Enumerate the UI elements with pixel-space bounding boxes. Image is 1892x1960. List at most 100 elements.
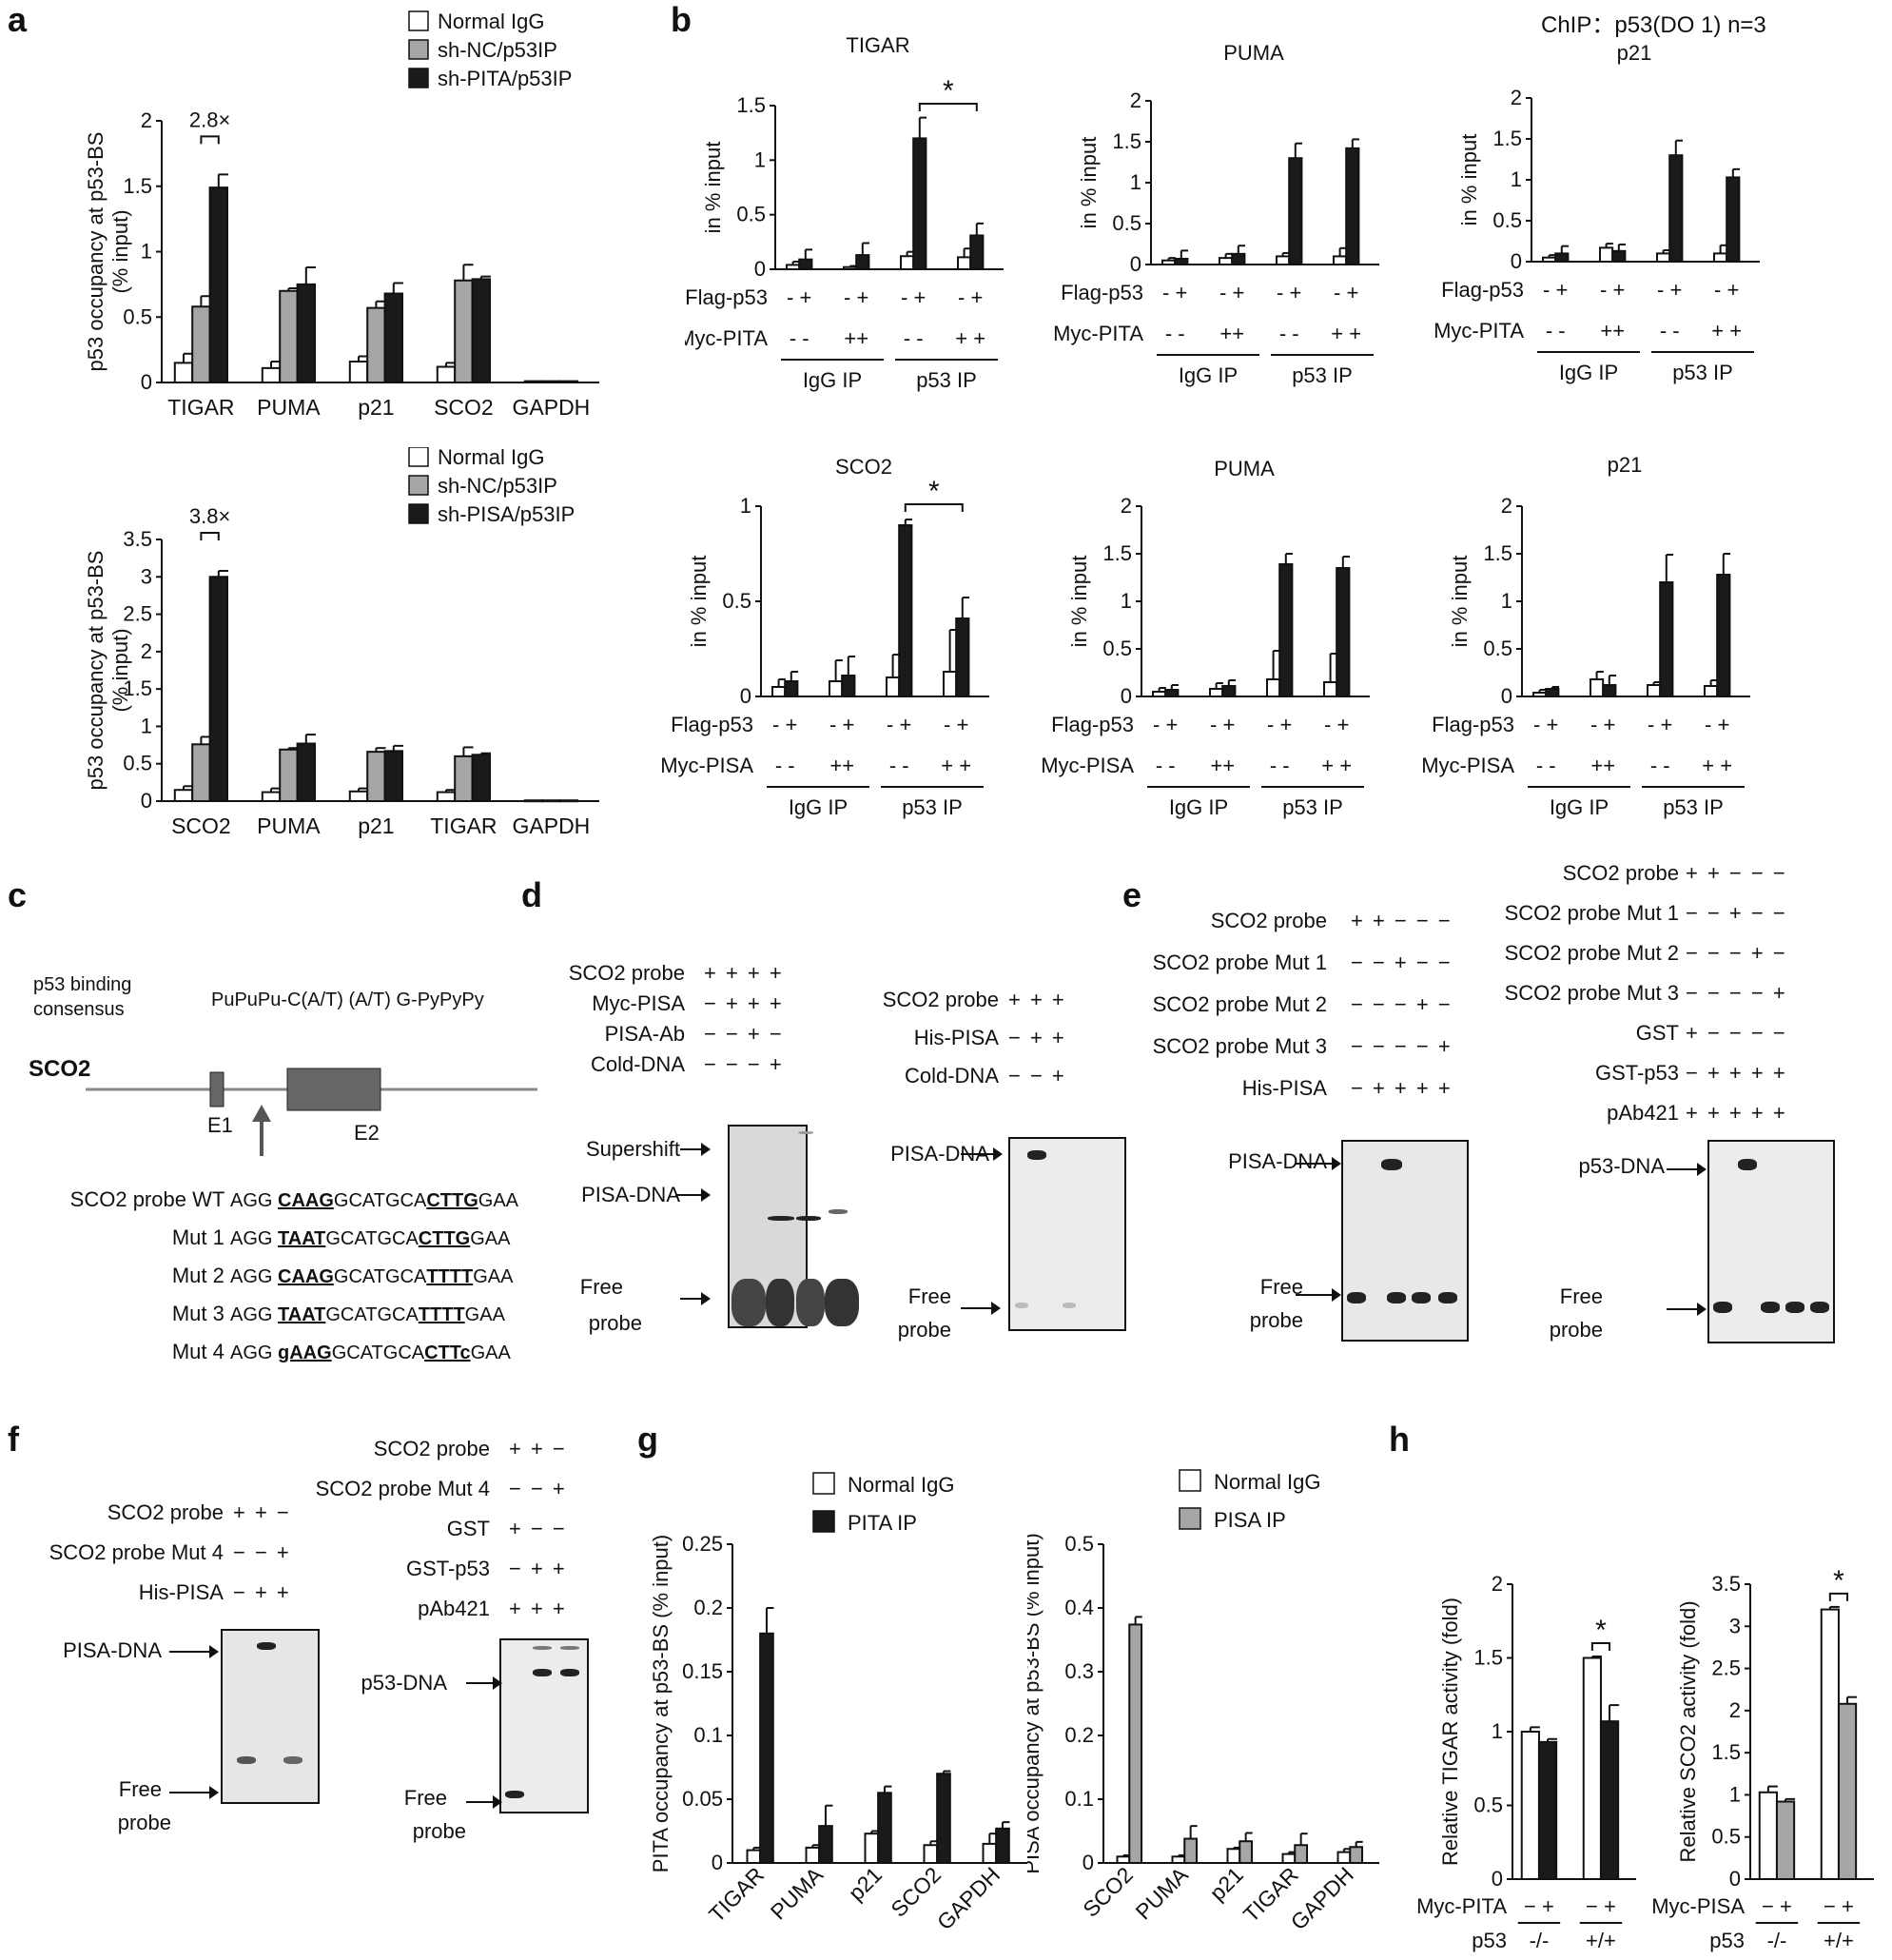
y-tick-label: 0	[1511, 249, 1522, 273]
bar-p21-1	[366, 751, 386, 802]
gel-band-label: Free	[579, 1275, 623, 1299]
myc-sign: ++	[1600, 319, 1625, 343]
bar-puma-1	[1183, 1837, 1199, 1865]
bar-p21-1	[366, 306, 386, 383]
myc-sign: + +	[941, 754, 971, 777]
bar-igg-2	[1276, 255, 1291, 265]
probe-site: CTTG	[426, 1190, 478, 1211]
exon1-box	[209, 1071, 224, 1107]
gel-row-signs: − + +	[233, 1580, 291, 1604]
gel-row-signs: − − − − +	[1351, 1034, 1453, 1058]
y-tick-label: 0.1	[693, 1723, 723, 1747]
chart-b-tigar: 0 0.5 1 1.5 TIGAR in % input - + - - - + ++ - + - -…	[685, 33, 1004, 392]
bar-sco2-1	[1128, 1623, 1143, 1864]
gel-row-signs: − − − + −	[1686, 941, 1787, 965]
y-tick-label: 0.3	[1064, 1659, 1094, 1683]
y-tick-label: 0	[1492, 1867, 1503, 1891]
gel-band-label: PISA-DNA	[581, 1183, 680, 1206]
bar-ip-3	[1716, 574, 1731, 697]
bar-myc-0	[1775, 1800, 1796, 1880]
probe-seq: GAA	[478, 1190, 519, 1211]
probe-name: Mut 2	[171, 1264, 230, 1287]
probe-seq: GAA	[464, 1304, 505, 1325]
y-tick-label: 1	[1729, 1782, 1741, 1806]
chart-b-sco2: 0 0.5 1 SCO2 in % input - + - - - + ++ - + - - - + +…	[660, 455, 989, 819]
myc-sign: - -	[1165, 322, 1185, 345]
x-tick-label: SCO2	[171, 813, 231, 838]
row-label-myc: Myc-PITA	[1416, 1894, 1507, 1918]
row-label-flag: Flag-p53	[1432, 713, 1514, 736]
myc-sign: - -	[889, 754, 909, 777]
y-tick-label: 1	[141, 240, 152, 264]
probe-site: TAAT	[278, 1228, 326, 1249]
legend-swatch	[408, 68, 429, 88]
gel-row-signs: + + + +	[704, 961, 784, 985]
bar-ip-2	[898, 524, 913, 697]
row-label-myc: Myc-PISA	[1041, 754, 1134, 777]
panel-label-f: f	[8, 1420, 19, 1459]
legend-label: Normal IgG	[438, 447, 544, 469]
x-tick-label: p21	[358, 813, 394, 838]
probe-seq: GCATGCA	[325, 1228, 419, 1249]
x-tick-label: TIGAR	[430, 813, 497, 838]
bar-igg-2	[1656, 252, 1671, 263]
flag-sign: - +	[1590, 713, 1615, 736]
binding-arrowhead	[252, 1105, 271, 1122]
bar-gapdh-1	[995, 1827, 1010, 1865]
flag-sign: - +	[1219, 281, 1244, 304]
bar-igg-1	[1599, 246, 1614, 264]
y-tick-label: 1.5	[1483, 541, 1512, 565]
y-tick-label: 2	[1501, 494, 1512, 518]
gel-band-label: Free	[1559, 1284, 1603, 1308]
bar-tigar-2	[208, 186, 229, 383]
chart-b-p21-2: 0 0.5 1 1.5 2 p21 in % input - + - - - + ++ - + - - -…	[1421, 453, 1750, 819]
gel-band	[1738, 1159, 1757, 1170]
bar-p21-0	[348, 790, 369, 802]
gel-band-label: Free	[403, 1786, 447, 1810]
bar-ip-3	[969, 234, 985, 271]
gel-band-label: probe	[1549, 1318, 1603, 1342]
gel-band-label: Free	[1259, 1275, 1303, 1299]
gel-row-label: PISA-Ab	[604, 1022, 685, 1046]
group-label: IgG IP	[803, 368, 862, 392]
probe-seq: AGG	[230, 1266, 279, 1287]
bar-ctrl-1	[1820, 1608, 1840, 1880]
gel-image	[728, 1125, 859, 1328]
gel-band	[533, 1669, 552, 1676]
bar-igg-3	[1323, 681, 1338, 697]
panel-label-a: a	[8, 0, 28, 39]
band-arrowhead	[1697, 1163, 1707, 1176]
myc-sign: + +	[1702, 754, 1732, 777]
gel-row-label: SCO2 probe Mut 2	[1152, 992, 1327, 1016]
x-tick-label: GAPDH	[513, 395, 591, 420]
gel-band	[257, 1642, 276, 1650]
gel-row-signs: + + +	[1008, 988, 1066, 1011]
bar-sco2-1	[191, 743, 211, 802]
probe-seq: AGG	[230, 1228, 279, 1249]
gel-row-label: Cold-DNA	[590, 1052, 685, 1076]
probe-site: CAAG	[278, 1190, 334, 1211]
probe-name: Mut 3	[171, 1302, 230, 1325]
myc-sign: - -	[904, 326, 924, 350]
gel-row-label: Cold-DNA	[904, 1064, 999, 1088]
gel-row-label: His-PISA	[913, 1026, 999, 1049]
flag-sign: - +	[1334, 281, 1358, 304]
band-arrow	[1296, 1163, 1339, 1165]
bar-igg-3	[1333, 255, 1348, 265]
gel-row-label: His-PISA	[138, 1580, 224, 1604]
consensus-label-line2: consensus	[33, 999, 125, 1020]
flag-sign: - +	[1705, 713, 1729, 736]
y-tick-label: 0.5	[1102, 637, 1132, 660]
consensus-seq: PuPuPu-C(A/T) (A/T) G-PyPyPy	[211, 990, 484, 1010]
bar-ip-2	[1288, 157, 1303, 265]
band-arrow	[961, 1153, 1001, 1155]
row-label-myc: Myc-PITA	[1053, 322, 1143, 345]
gel-row-signs: + − − − −	[1686, 1021, 1787, 1045]
y-tick-label: 1.5	[1112, 129, 1141, 153]
band-arrowhead	[1332, 1288, 1341, 1302]
bar-puma-0	[805, 1846, 821, 1865]
y-tick-label: 0.5	[1112, 211, 1141, 235]
probe-site: gAAG	[278, 1343, 332, 1363]
gel-row-signs: + + −	[233, 1500, 291, 1524]
probe-seq: GAA	[473, 1266, 514, 1287]
